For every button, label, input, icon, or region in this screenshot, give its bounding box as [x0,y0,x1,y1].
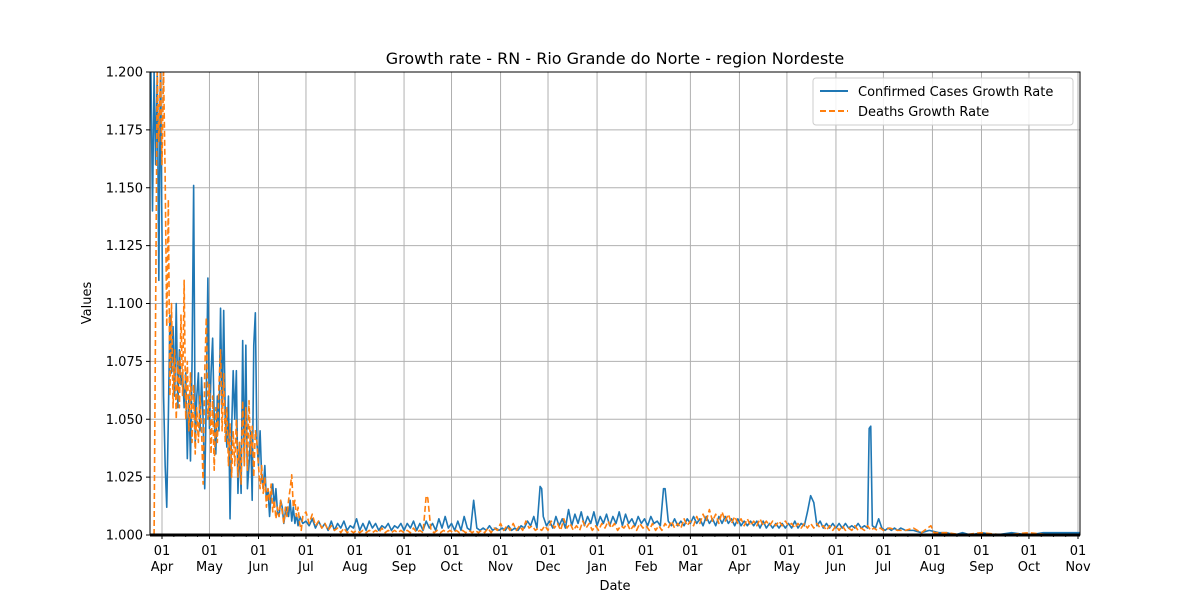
x-tick-month-label: Oct [440,560,462,575]
x-tick-month-label: Nov [488,560,514,575]
y-tick-label: 1.100 [106,297,143,312]
y-tick-label: 1.075 [106,355,143,370]
x-tick-day-label: 01 [779,544,796,559]
x-tick-day-label: 01 [154,544,171,559]
x-tick-day-label: 01 [298,544,315,559]
x-tick-day-label: 01 [682,544,699,559]
y-tick-label: 1.050 [106,413,143,428]
x-tick-day-label: 01 [396,544,413,559]
plot-frame [149,71,1081,536]
x-tick-month-label: Feb [635,560,658,575]
x-tick-day-label: 01 [828,544,845,559]
x-tick-day-label: 01 [875,544,892,559]
deaths-growth-line [153,72,1080,535]
x-tick-month-label: Aug [920,560,945,575]
x-tick-day-label: 01 [1070,544,1087,559]
x-tick-month-label: Sep [392,560,417,575]
x-tick-day-label: 01 [589,544,606,559]
x-tick-month-label: Dec [535,560,560,575]
legend-label-confirmed: Confirmed Cases Growth Rate [858,85,1053,100]
x-tick-day-label: 01 [250,544,267,559]
x-tick-day-label: 01 [443,544,460,559]
legend: Confirmed Cases Growth Rate Deaths Growt… [812,77,1074,126]
x-tick-month-label: Aug [342,560,367,575]
x-tick-day-label: 01 [638,544,655,559]
x-tick-day-label: 01 [973,544,990,559]
legend-box [812,77,1074,126]
x-tick-month-label: Jul [875,560,892,575]
confirmed-cases-growth-line [150,72,1080,535]
x-tick-day-label: 01 [924,544,941,559]
x-tick-day-label: 01 [1021,544,1038,559]
x-tick-day-label: 01 [347,544,364,559]
x-tick-month-label: Oct [1018,560,1040,575]
y-tick-label: 1.000 [106,529,143,544]
chart-title: Growth rate - RN - Rio Grande do Norte -… [386,49,845,68]
legend-label-deaths: Deaths Growth Rate [858,105,989,120]
x-tick-month-label: Nov [1065,560,1091,575]
y-tick-label: 1.025 [106,471,143,486]
series-lines [150,72,1080,535]
x-tick-month-label: Jun [247,560,268,575]
x-tick-month-label: Jun [825,560,846,575]
x-tick-month-label: Jul [297,560,314,575]
y-tick-label: 1.175 [106,123,143,138]
x-tick-day-label: 01 [492,544,509,559]
y-tick-label: 1.150 [106,181,143,196]
x-tick-day-label: 01 [540,544,557,559]
x-tick-month-label: Jan [586,560,607,575]
x-tick-month-label: May [773,560,800,575]
x-tick-month-label: Apr [151,560,174,575]
x-tick-month-label: Apr [728,560,751,575]
x-tick-month-label: Mar [678,560,703,575]
y-axis-ticks: 1.000 1.025 1.050 1.075 1.100 1.125 1.150 1.175… [106,66,150,544]
y-tick-label: 1.125 [106,239,143,254]
x-axis-label: Date [599,579,630,594]
x-tick-day-label: 01 [731,544,748,559]
x-axis-ticks: 01Apr01May01Jun01Jul01Aug01Sep01Oct01Nov… [151,535,1091,575]
x-tick-day-label: 01 [201,544,218,559]
x-tick-month-label: Sep [969,560,994,575]
x-tick-month-label: May [196,560,223,575]
y-tick-label: 1.200 [106,66,143,81]
y-axis-label: Values [80,282,95,325]
